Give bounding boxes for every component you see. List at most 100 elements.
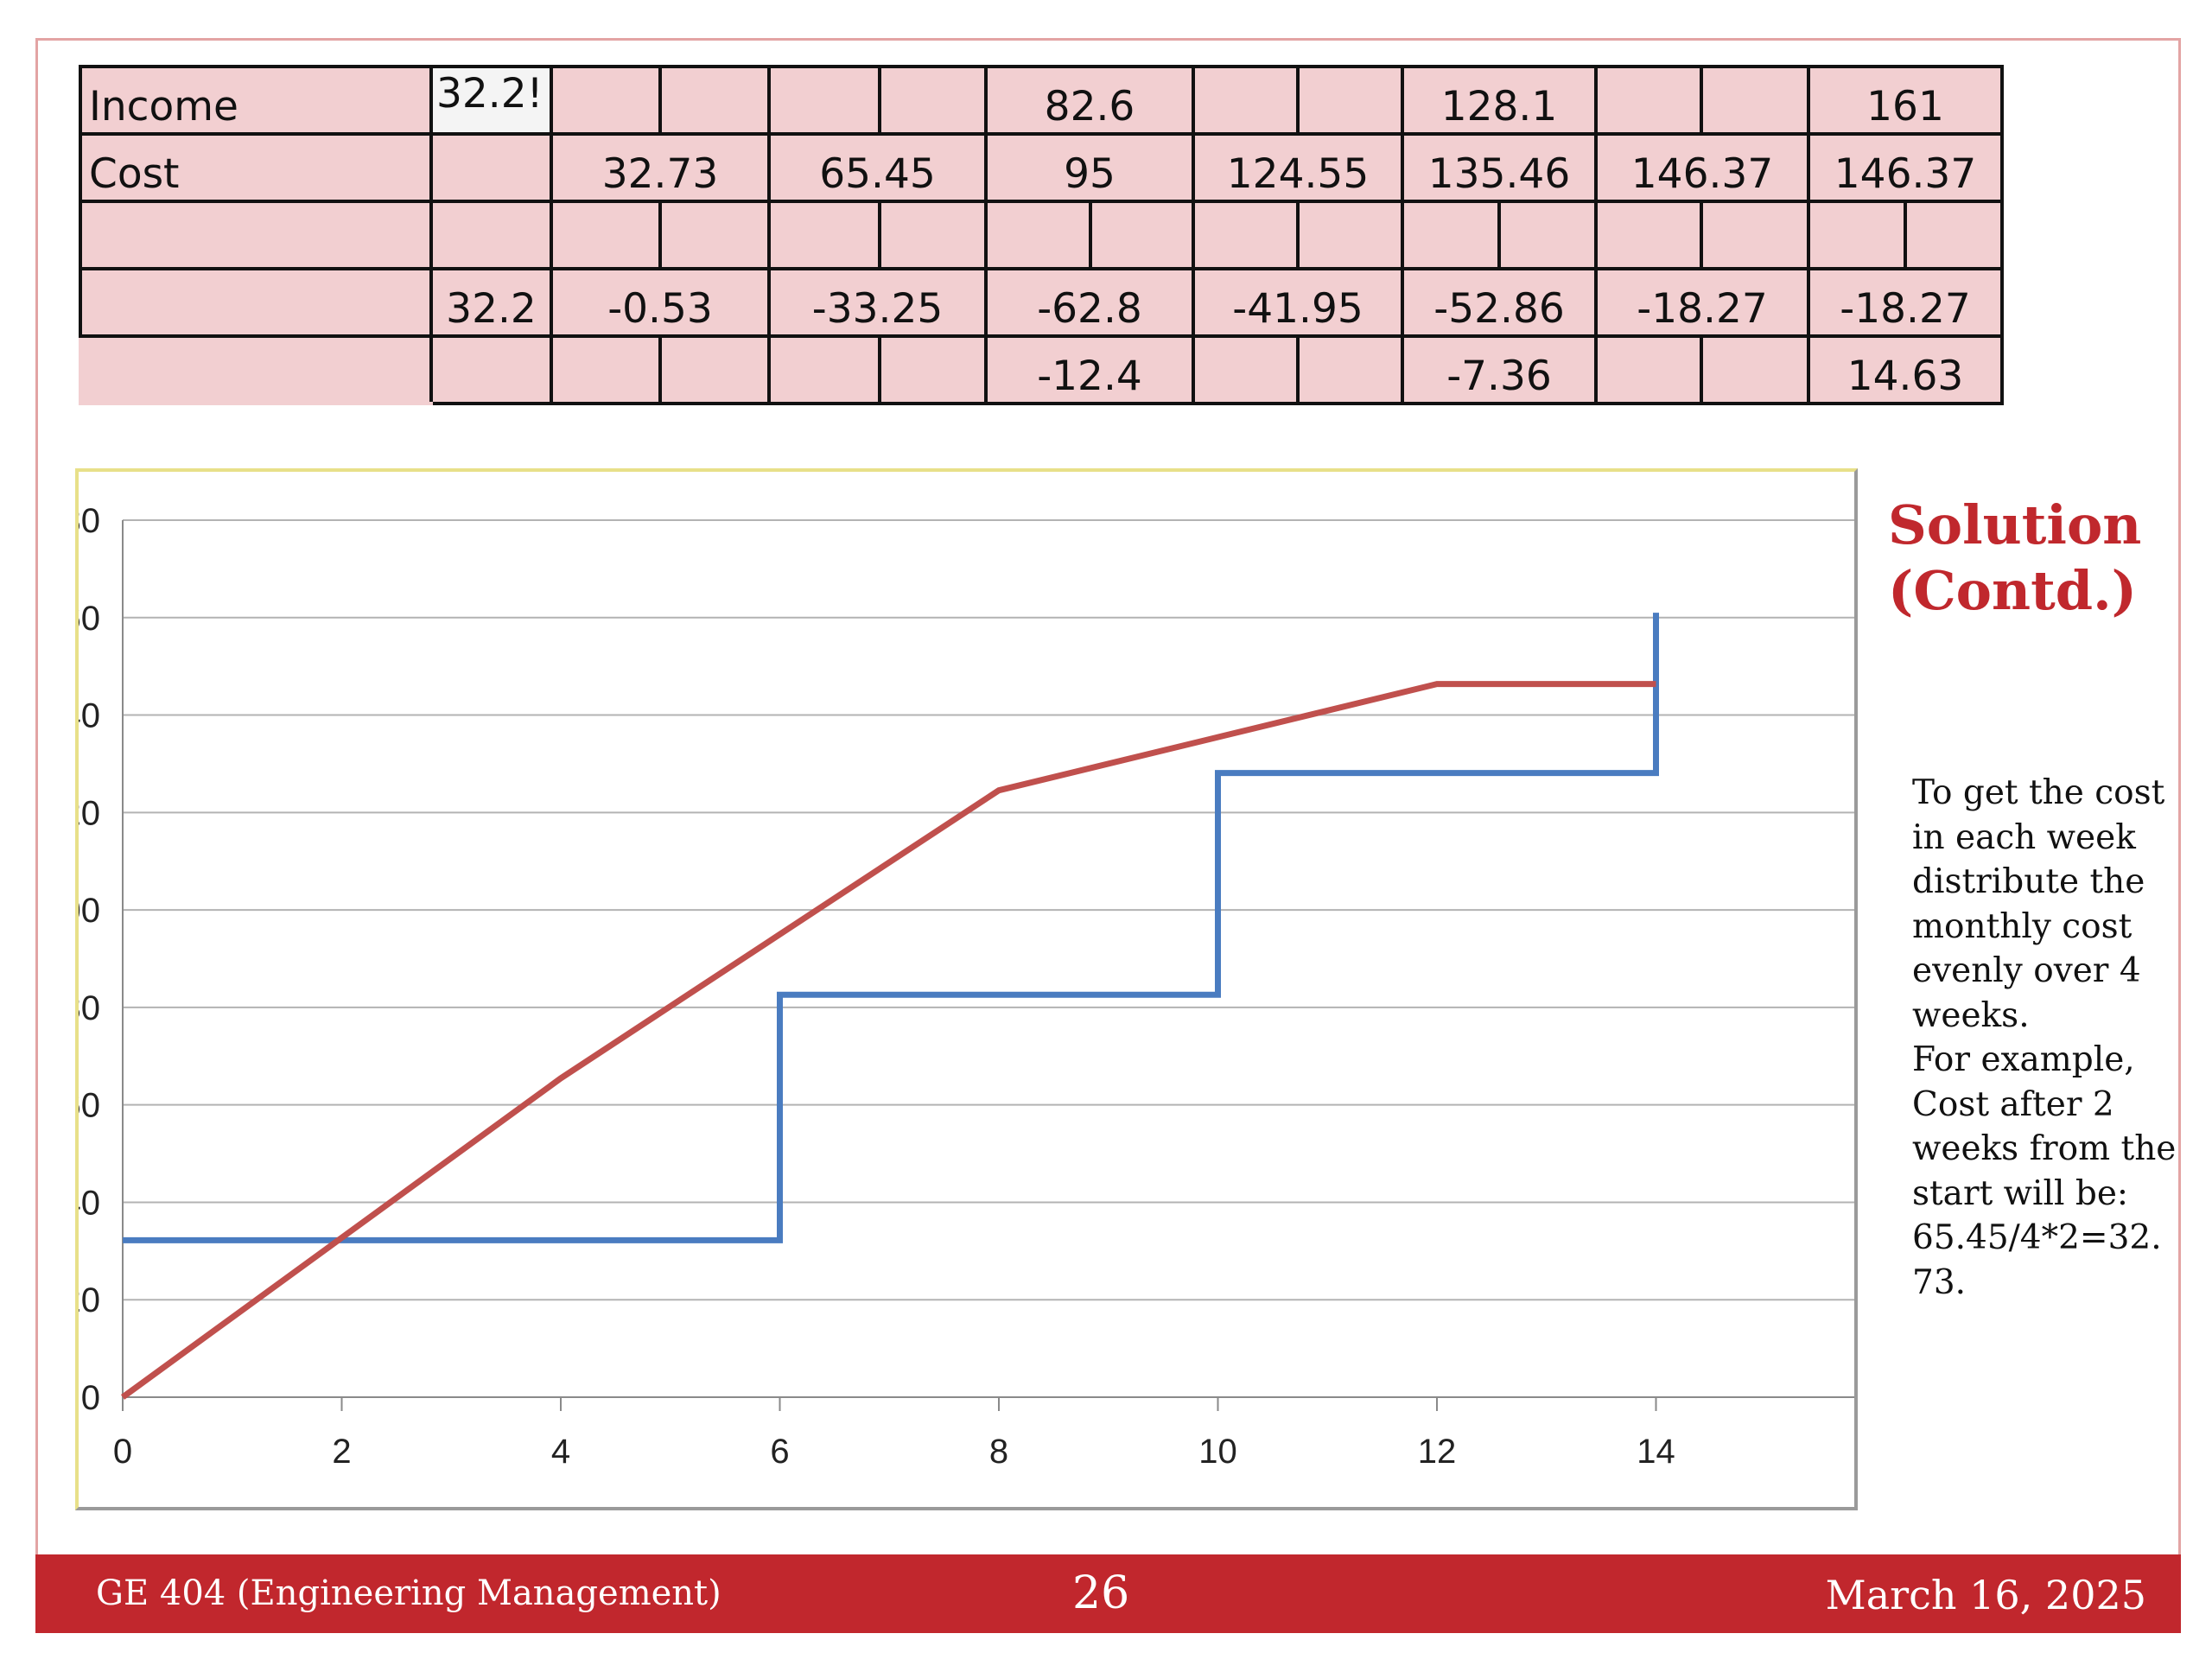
y-tick-label: 60	[79, 1087, 100, 1125]
y-tick-label: 180	[79, 502, 100, 540]
table-cell: 161	[1807, 65, 2004, 136]
table-cell	[429, 132, 553, 203]
row-label	[79, 200, 433, 270]
chart-canvas: 0204060801001201401601800246810121416	[79, 502, 1854, 1471]
y-tick-label: 20	[79, 1281, 100, 1319]
row-label	[79, 267, 433, 338]
x-tick-label: 4	[551, 1433, 570, 1471]
explanation-line: in each week	[1912, 817, 2136, 857]
explanation-line: To get the cost	[1912, 773, 2165, 812]
table-cell	[767, 200, 881, 270]
table-cell	[550, 200, 662, 270]
table-cell: -33.25	[767, 267, 988, 338]
table-cell	[1401, 200, 1501, 270]
table-cell: 82.6	[984, 65, 1195, 136]
table-cell	[1700, 334, 1810, 405]
explanation-line: 65.45/4*2=32.	[1912, 1218, 2162, 1257]
table-cell	[1296, 200, 1404, 270]
table-cell: -18.27	[1594, 267, 1810, 338]
table-cell: 128.1	[1401, 65, 1598, 136]
footer-date: March 16, 2025	[1825, 1572, 2146, 1618]
explanation-line: 73.	[1912, 1262, 1967, 1302]
explanation-line: monthly cost	[1912, 906, 2133, 946]
table-cell: -41.95	[1192, 267, 1404, 338]
table-cell	[767, 334, 881, 405]
table-cell	[1594, 65, 1703, 136]
table-cell	[658, 334, 771, 405]
income-cost-table: Income 32.2! 82.6 128.1 161 Cost 32.73 6…	[79, 65, 2004, 405]
table-row: -12.4 -7.36 14.63	[79, 334, 2004, 405]
table-cell: 32.2!	[429, 65, 553, 136]
cost-series-line	[120, 681, 1656, 1400]
table-cell: 32.73	[550, 132, 771, 203]
explanation-text: To get the cost in each week distribute th…	[1912, 771, 2184, 1305]
x-tick-label: 14	[1637, 1433, 1675, 1471]
row-label	[79, 334, 433, 405]
table-cell	[878, 200, 988, 270]
table-cell: 14.63	[1807, 334, 2004, 405]
line-chart: 0204060801001201401601800246810121416	[75, 468, 1858, 1510]
table-cell	[1594, 334, 1703, 405]
table-cell: -18.27	[1807, 267, 2004, 338]
explanation-line: evenly over 4	[1912, 951, 2141, 990]
table-cell: 135.46	[1401, 132, 1598, 203]
explanation-line: Cost after 2	[1912, 1084, 2114, 1124]
table-row: Cost 32.73 65.45 95 124.55 135.46 146.37…	[79, 132, 2004, 203]
table-cell	[984, 200, 1092, 270]
y-tick-label: 160	[79, 600, 100, 638]
y-tick-label: 0	[81, 1379, 100, 1417]
table-cell	[1296, 65, 1404, 136]
y-tick-label: 100	[79, 892, 100, 930]
title-line: (Contd.)	[1888, 559, 2138, 622]
row-label: Income	[79, 65, 433, 136]
table-cell	[550, 65, 662, 136]
table-cell	[1594, 200, 1703, 270]
explanation-line: start will be:	[1912, 1173, 2129, 1213]
table-cell: 65.45	[767, 132, 988, 203]
y-tick-label: 40	[79, 1184, 100, 1222]
x-tick-label: 2	[332, 1433, 351, 1471]
table-cell: 32.2	[429, 267, 553, 338]
title-line: Solution	[1888, 493, 2142, 556]
income-series-line	[123, 613, 1659, 1243]
table-cell	[429, 334, 553, 405]
y-tick-label: 80	[79, 989, 100, 1027]
x-tick-label: 12	[1418, 1433, 1457, 1471]
y-tick-label: 140	[79, 697, 100, 735]
table-cell	[1192, 334, 1300, 405]
table-cell: -62.8	[984, 267, 1195, 338]
table-cell	[1192, 200, 1300, 270]
table-row: Income 32.2! 82.6 128.1 161	[79, 65, 2004, 136]
table-cell	[1089, 200, 1195, 270]
table-cell	[429, 200, 553, 270]
table-row: 32.2 -0.53 -33.25 -62.8 -41.95 -52.86 -1…	[79, 267, 2004, 338]
table-cell: -52.86	[1401, 267, 1598, 338]
x-tick-label: 6	[770, 1433, 789, 1471]
explanation-line: distribute the	[1912, 862, 2145, 901]
table-cell	[658, 65, 771, 136]
table-cell	[878, 65, 988, 136]
table-cell: -7.36	[1401, 334, 1598, 405]
y-tick-label: 120	[79, 794, 100, 832]
table-cell	[1296, 334, 1404, 405]
page-number: 26	[1072, 1567, 1130, 1619]
table-cell: 124.55	[1192, 132, 1404, 203]
table-cell	[658, 200, 771, 270]
table-cell: 146.37	[1594, 132, 1810, 203]
table-row	[79, 200, 2004, 270]
table-cell	[1904, 200, 2004, 270]
x-tick-label: 10	[1198, 1433, 1237, 1471]
table-cell	[1497, 200, 1598, 270]
explanation-line: weeks from the	[1912, 1129, 2177, 1168]
table-cell	[1700, 65, 1810, 136]
explanation-line: For example,	[1912, 1040, 2135, 1079]
x-tick-label: 0	[113, 1433, 132, 1471]
table-cell: -0.53	[550, 267, 771, 338]
explanation-line: weeks.	[1912, 995, 2030, 1035]
slide-title: Solution (Contd.)	[1888, 493, 2182, 624]
footer-course: GE 404 (Engineering Management)	[96, 1573, 721, 1613]
table-cell	[1807, 200, 1907, 270]
table-cell	[550, 334, 662, 405]
table-cell: 146.37	[1807, 132, 2004, 203]
table-cell	[1700, 200, 1810, 270]
